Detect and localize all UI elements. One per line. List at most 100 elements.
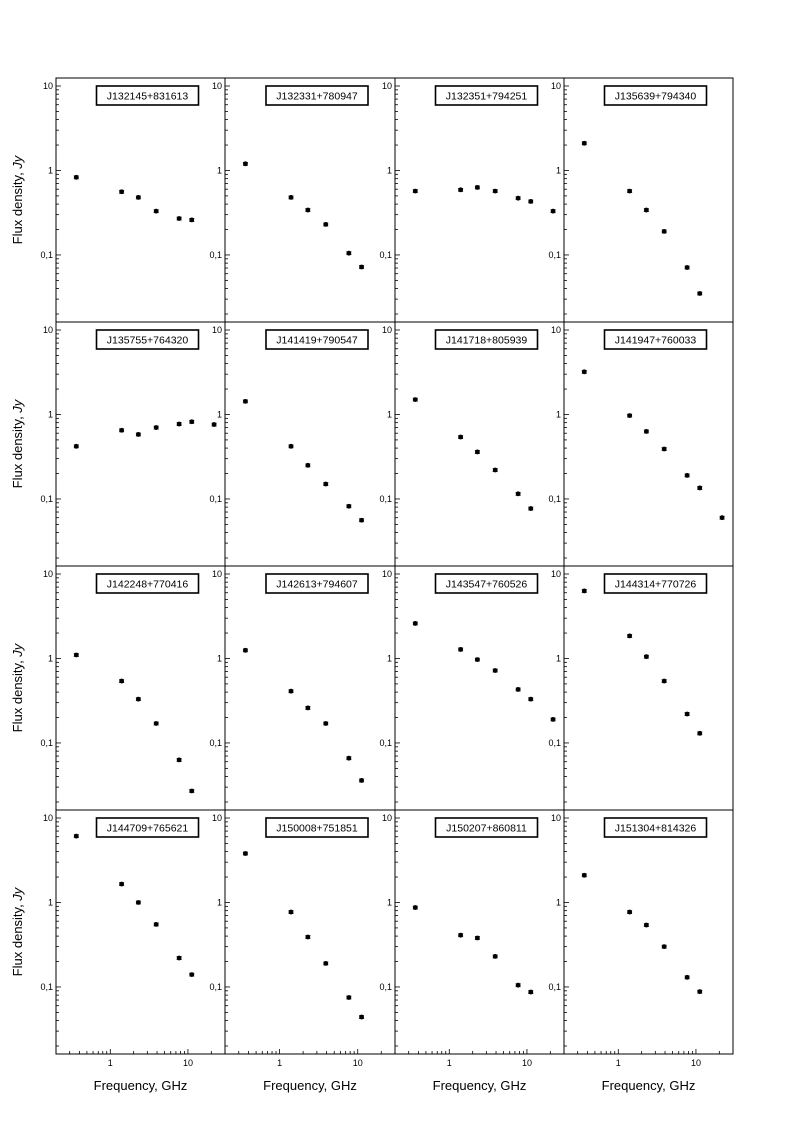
panel-frame — [563, 809, 734, 1055]
data-point — [515, 491, 521, 497]
source-name: J142248+770416 — [107, 579, 189, 591]
source-name: J135755+764320 — [107, 335, 189, 347]
data-point — [474, 449, 480, 455]
data-point — [176, 216, 182, 221]
source-name: J142613+794607 — [276, 579, 358, 591]
x-tick-label: 10 — [522, 1058, 532, 1068]
y-tick-label: 1 — [48, 409, 53, 419]
spectrum-panel: 10 1 0,1 J144314+770726 — [548, 565, 734, 811]
y-axis-label: Flux density, Jy — [10, 642, 25, 732]
y-tick-label: 10 — [212, 325, 222, 335]
y-tick-label: 0,1 — [40, 494, 53, 504]
panel-frame — [394, 77, 565, 323]
y-tick-label: 10 — [382, 813, 392, 823]
panel-frame — [224, 321, 396, 567]
data-point — [697, 989, 703, 995]
source-name: J141947+760033 — [615, 335, 697, 347]
data-point — [288, 909, 294, 915]
data-point — [73, 174, 79, 180]
spectrum-panel: 10 1 0,1 1 10 Frequency, GHz J150207+860811 — [379, 809, 565, 1093]
y-tick-label: 10 — [382, 569, 392, 579]
data-point — [661, 446, 667, 452]
y-tick-label: 0,1 — [548, 494, 561, 504]
spectrum-panel: 10 1 0,1 Flux density, Jy J135755+764320 — [10, 321, 226, 567]
data-point — [189, 788, 195, 794]
x-tick-label: 1 — [108, 1058, 113, 1068]
data-point — [492, 467, 498, 473]
data-point — [323, 961, 329, 966]
panel-frame — [563, 565, 734, 811]
data-point — [697, 485, 703, 491]
data-point — [323, 481, 329, 487]
y-tick-label: 1 — [217, 165, 222, 175]
data-point — [153, 425, 159, 430]
data-point — [305, 207, 311, 213]
y-tick-label: 0,1 — [379, 494, 392, 504]
source-name-box — [95, 85, 200, 106]
y-tick-label: 10 — [43, 325, 53, 335]
data-point — [119, 189, 125, 195]
data-point — [458, 434, 464, 440]
data-point — [492, 953, 498, 959]
data-point — [661, 229, 667, 234]
data-point — [550, 717, 556, 722]
data-point — [581, 140, 587, 146]
data-point — [305, 705, 311, 711]
data-point — [359, 517, 364, 523]
data-point — [412, 188, 418, 194]
panel-frame — [55, 321, 226, 567]
source-name-box — [265, 329, 369, 350]
data-point — [627, 188, 633, 194]
data-point — [176, 421, 182, 427]
y-axis-label: Flux density, Jy — [10, 398, 25, 488]
panel-frame — [394, 809, 565, 1055]
data-point — [346, 995, 352, 1000]
data-point — [627, 413, 633, 418]
source-name: J143547+760526 — [446, 579, 528, 591]
panel-frame — [394, 565, 565, 811]
panel-frame — [563, 321, 734, 567]
spectrum-panel: 10 1 0,1 J141718+805939 — [379, 321, 565, 567]
data-point — [643, 922, 649, 928]
source-name-box — [265, 817, 369, 838]
y-tick-label: 0,1 — [209, 494, 222, 504]
y-tick-label: 0,1 — [40, 250, 53, 260]
source-name-box — [603, 573, 708, 594]
data-point — [288, 688, 294, 694]
data-point — [359, 264, 364, 270]
x-tick-label: 1 — [616, 1058, 621, 1068]
y-tick-label: 10 — [43, 813, 53, 823]
source-name: J151304+814326 — [615, 823, 697, 835]
source-name-box — [603, 329, 708, 350]
data-point — [412, 621, 418, 626]
x-axis-label: Frequency, GHz — [263, 1078, 357, 1093]
data-point — [515, 687, 521, 692]
data-point — [346, 250, 352, 256]
data-point — [697, 291, 703, 296]
spectrum-panel: 10 1 0,1 J141947+760033 — [548, 321, 734, 567]
data-point — [528, 199, 534, 204]
y-tick-label: 10 — [212, 813, 222, 823]
data-point — [515, 195, 521, 201]
source-name: J132331+780947 — [276, 91, 358, 103]
data-point — [550, 208, 556, 214]
y-tick-label: 1 — [217, 409, 222, 419]
data-point — [359, 1014, 364, 1020]
y-tick-label: 10 — [551, 325, 561, 335]
data-point — [288, 195, 294, 200]
y-tick-label: 1 — [556, 897, 561, 907]
y-axis-label: Flux density, Jy — [10, 886, 25, 976]
data-point — [73, 833, 79, 839]
source-name-box — [603, 85, 708, 106]
y-tick-label: 0,1 — [548, 982, 561, 992]
y-tick-label: 1 — [217, 897, 222, 907]
spectrum-panel: 10 1 0,1 J135639+794340 — [548, 77, 734, 323]
y-tick-label: 1 — [217, 653, 222, 663]
x-axis-label: Frequency, GHz — [94, 1078, 188, 1093]
data-point — [643, 429, 649, 434]
data-point — [176, 955, 182, 961]
panel-frame — [563, 77, 734, 323]
data-point — [211, 422, 217, 427]
x-tick-label: 10 — [183, 1058, 193, 1068]
